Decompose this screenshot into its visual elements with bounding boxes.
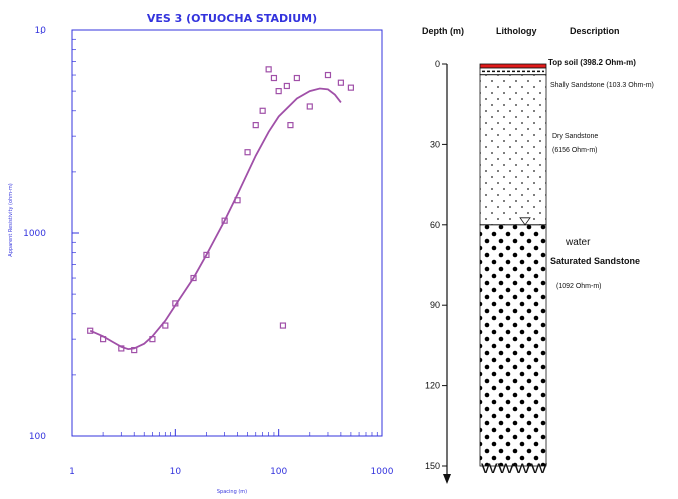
lithology-layer [479,74,547,226]
depth-tick-label: 0 [435,59,440,69]
ves-x-tick-label: 1000 [371,467,394,477]
depth-tick-label: 90 [430,300,440,310]
ves-data-point [259,107,266,114]
ves-x-tick-label: 100 [270,467,287,477]
ves-data-point [234,197,241,204]
dry-sandstone-resistivity: (6156 Ohm-m) [552,147,598,154]
ves-data-point [293,74,300,82]
ves-data-point [287,122,294,129]
shally-sandstone-label: Shally Sandstone (103.3 Ohm-m) [550,82,654,89]
depth-tick-label: 60 [430,220,440,230]
ves-x-tick-label: 1 [69,467,75,477]
ves-data-point [324,71,332,79]
ves-data-point [118,345,125,352]
ves-data-point [252,122,259,129]
lithology-layer [479,63,547,69]
ves-data-point [87,327,94,334]
depth-header: Depth (m) [422,26,464,36]
depth-tick-label: 150 [425,461,440,471]
depth-axis-arrow [443,474,451,484]
saturated-sandstone-resistivity: (1092 Ohm-m) [556,283,602,290]
saturated-sandstone-label: Saturated Sandstone [550,256,640,266]
water-table-icon [519,217,531,226]
ves-data-points [87,66,354,354]
depth-tick-label: 120 [425,381,440,391]
ves-y-axis-label: Apparent Resistivity (ohm-m) [8,183,14,256]
ves-x-ticks: 1 10 100 1000 [69,429,394,477]
ves-data-point [149,336,156,343]
lithology-header: Lithology [496,26,537,36]
ves-data-point [279,322,287,329]
description-header: Description [570,26,620,36]
ves-chart-title: VES 3 (OTUOCHA STADIUM) [147,12,317,25]
ves-sounding-chart: VES 3 (OTUOCHA STADIUM) Apparent Resisti… [8,12,394,495]
ves-data-point [162,322,169,329]
ves-plot-frame [71,29,383,437]
ves-data-point [270,74,278,82]
base-label: WWWW [481,460,548,476]
water-label: water [565,237,591,248]
ves-data-point [131,346,138,354]
ves-data-point [306,103,313,110]
lithology-column [479,63,547,467]
ves-data-point [275,88,282,95]
depth-ticks: 0 30 60 90 120 150 [425,59,447,471]
ves-x-tick-label: 10 [170,467,182,477]
ves-data-point [337,79,344,86]
lithology-layer [479,224,547,467]
ves-data-point [283,82,290,90]
ves-x-axis-label: Spacing (m) [217,489,247,495]
ves-y-ticks: 100 1000 10 [23,26,79,442]
depth-tick-label: 30 [430,139,440,149]
ves-fitted-curve [89,87,342,351]
ves-data-point [172,300,179,307]
ves-data-point [244,149,251,156]
ves-data-point [100,336,107,343]
ves-corner-mark: ¹ [40,31,43,38]
ves-data-point [190,274,197,282]
ves-y-tick-label: 10 [35,26,47,36]
ves-y-tick-label: 100 [29,432,46,442]
lithology-log: Depth (m) Lithology Description 0 30 60 90 1… [422,26,654,484]
ves-data-point [221,217,228,224]
ves-data-point [265,66,272,73]
top-soil-label: Top soil (398.2 Ohm-m) [548,58,636,67]
ves-data-point [203,251,210,259]
ves-data-point [347,84,354,91]
ves-y-tick-label: 1000 [23,229,46,239]
dry-sandstone-label: Dry Sandstone [552,133,598,140]
